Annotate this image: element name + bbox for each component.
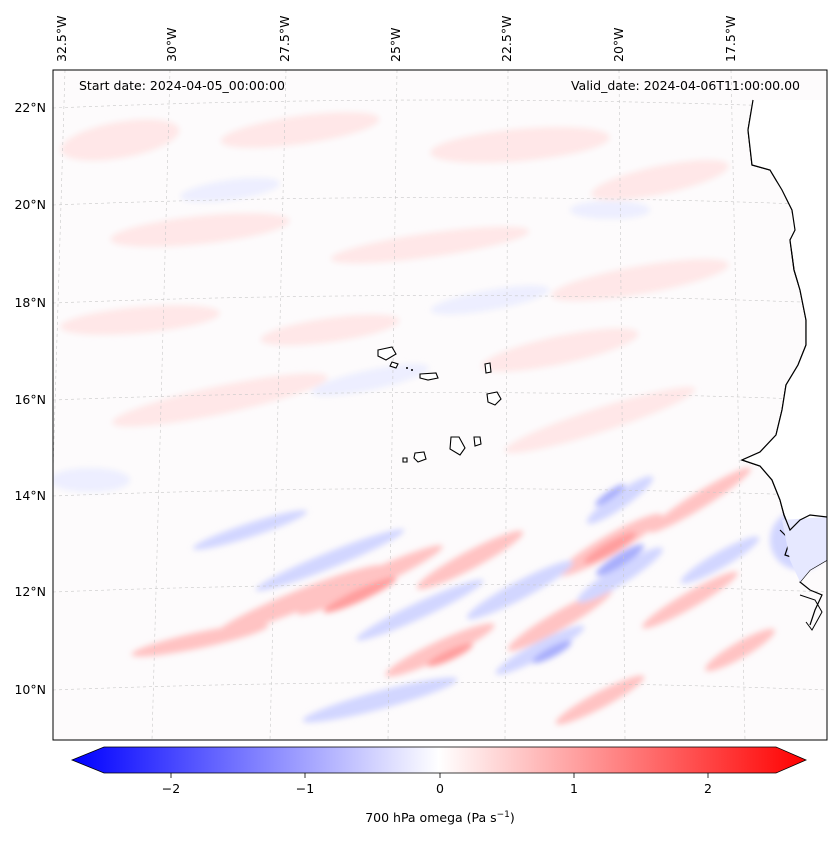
lat-label: 14°N	[14, 488, 46, 503]
colorbar-ticks	[170, 773, 709, 778]
lon-label: 30°W	[164, 27, 179, 62]
lat-label: 20°N	[14, 197, 46, 212]
cape-verde-islands	[377, 346, 502, 463]
colorbar-label: 700 hPa omega (Pa s−1)	[365, 810, 515, 825]
island-sal	[484, 362, 492, 374]
lon-label: 17.5°W	[723, 16, 738, 62]
colorbar-tick-labels: −2 −1 0 1 2	[162, 781, 712, 796]
island-santiago	[449, 436, 466, 456]
valid-date-label: Valid_date: 2024-04-06T11:00:00.00	[571, 78, 800, 93]
lon-label: 27.5°W	[277, 16, 292, 62]
lon-label: 20°W	[611, 27, 626, 62]
longitude-labels: 32.5°W 30°W 27.5°W 25°W 22.5°W 20°W 17.5…	[54, 16, 738, 62]
lon-label: 22.5°W	[499, 16, 514, 62]
island-maio	[473, 436, 482, 447]
gridlines	[53, 70, 827, 740]
colorbar: −2 −1 0 1 2 700 hPa omega (Pa s−1)	[70, 746, 808, 825]
island-fogo	[413, 451, 427, 463]
lat-label: 12°N	[14, 584, 46, 599]
island-brava	[402, 457, 408, 463]
colorbar-tick-label: −1	[296, 781, 314, 796]
start-date-label: Start date: 2024-04-05_00:00:00	[79, 78, 285, 93]
latitude-labels: 22°N 20°N 18°N 16°N 14°N 12°N 10°N	[14, 100, 46, 697]
colorbar-bar	[70, 746, 808, 774]
island-sao-nicolau	[419, 372, 439, 381]
colorbar-tick-label: 2	[704, 781, 712, 796]
lat-label: 18°N	[14, 295, 46, 310]
colorbar-tick-label: −2	[162, 781, 180, 796]
island-sao-vicente	[389, 361, 399, 369]
lat-label: 22°N	[14, 100, 46, 115]
africa-land	[742, 100, 827, 530]
omega-field	[53, 112, 827, 725]
island-santo-antao	[377, 346, 397, 361]
colorbar-tick-label: 0	[436, 781, 444, 796]
colorbar-tick-label: 1	[570, 781, 578, 796]
africa-blue-patch	[782, 517, 827, 582]
islet	[406, 367, 408, 369]
plot-frame	[52, 69, 828, 741]
bijagos-coast	[799, 594, 823, 631]
africa-coastline-line	[740, 99, 827, 532]
islet	[411, 369, 413, 371]
lat-label: 16°N	[14, 392, 46, 407]
lon-label: 32.5°W	[54, 16, 69, 62]
lat-label: 10°N	[14, 682, 46, 697]
lon-label: 25°W	[388, 27, 403, 62]
island-boa-vista	[486, 391, 502, 406]
